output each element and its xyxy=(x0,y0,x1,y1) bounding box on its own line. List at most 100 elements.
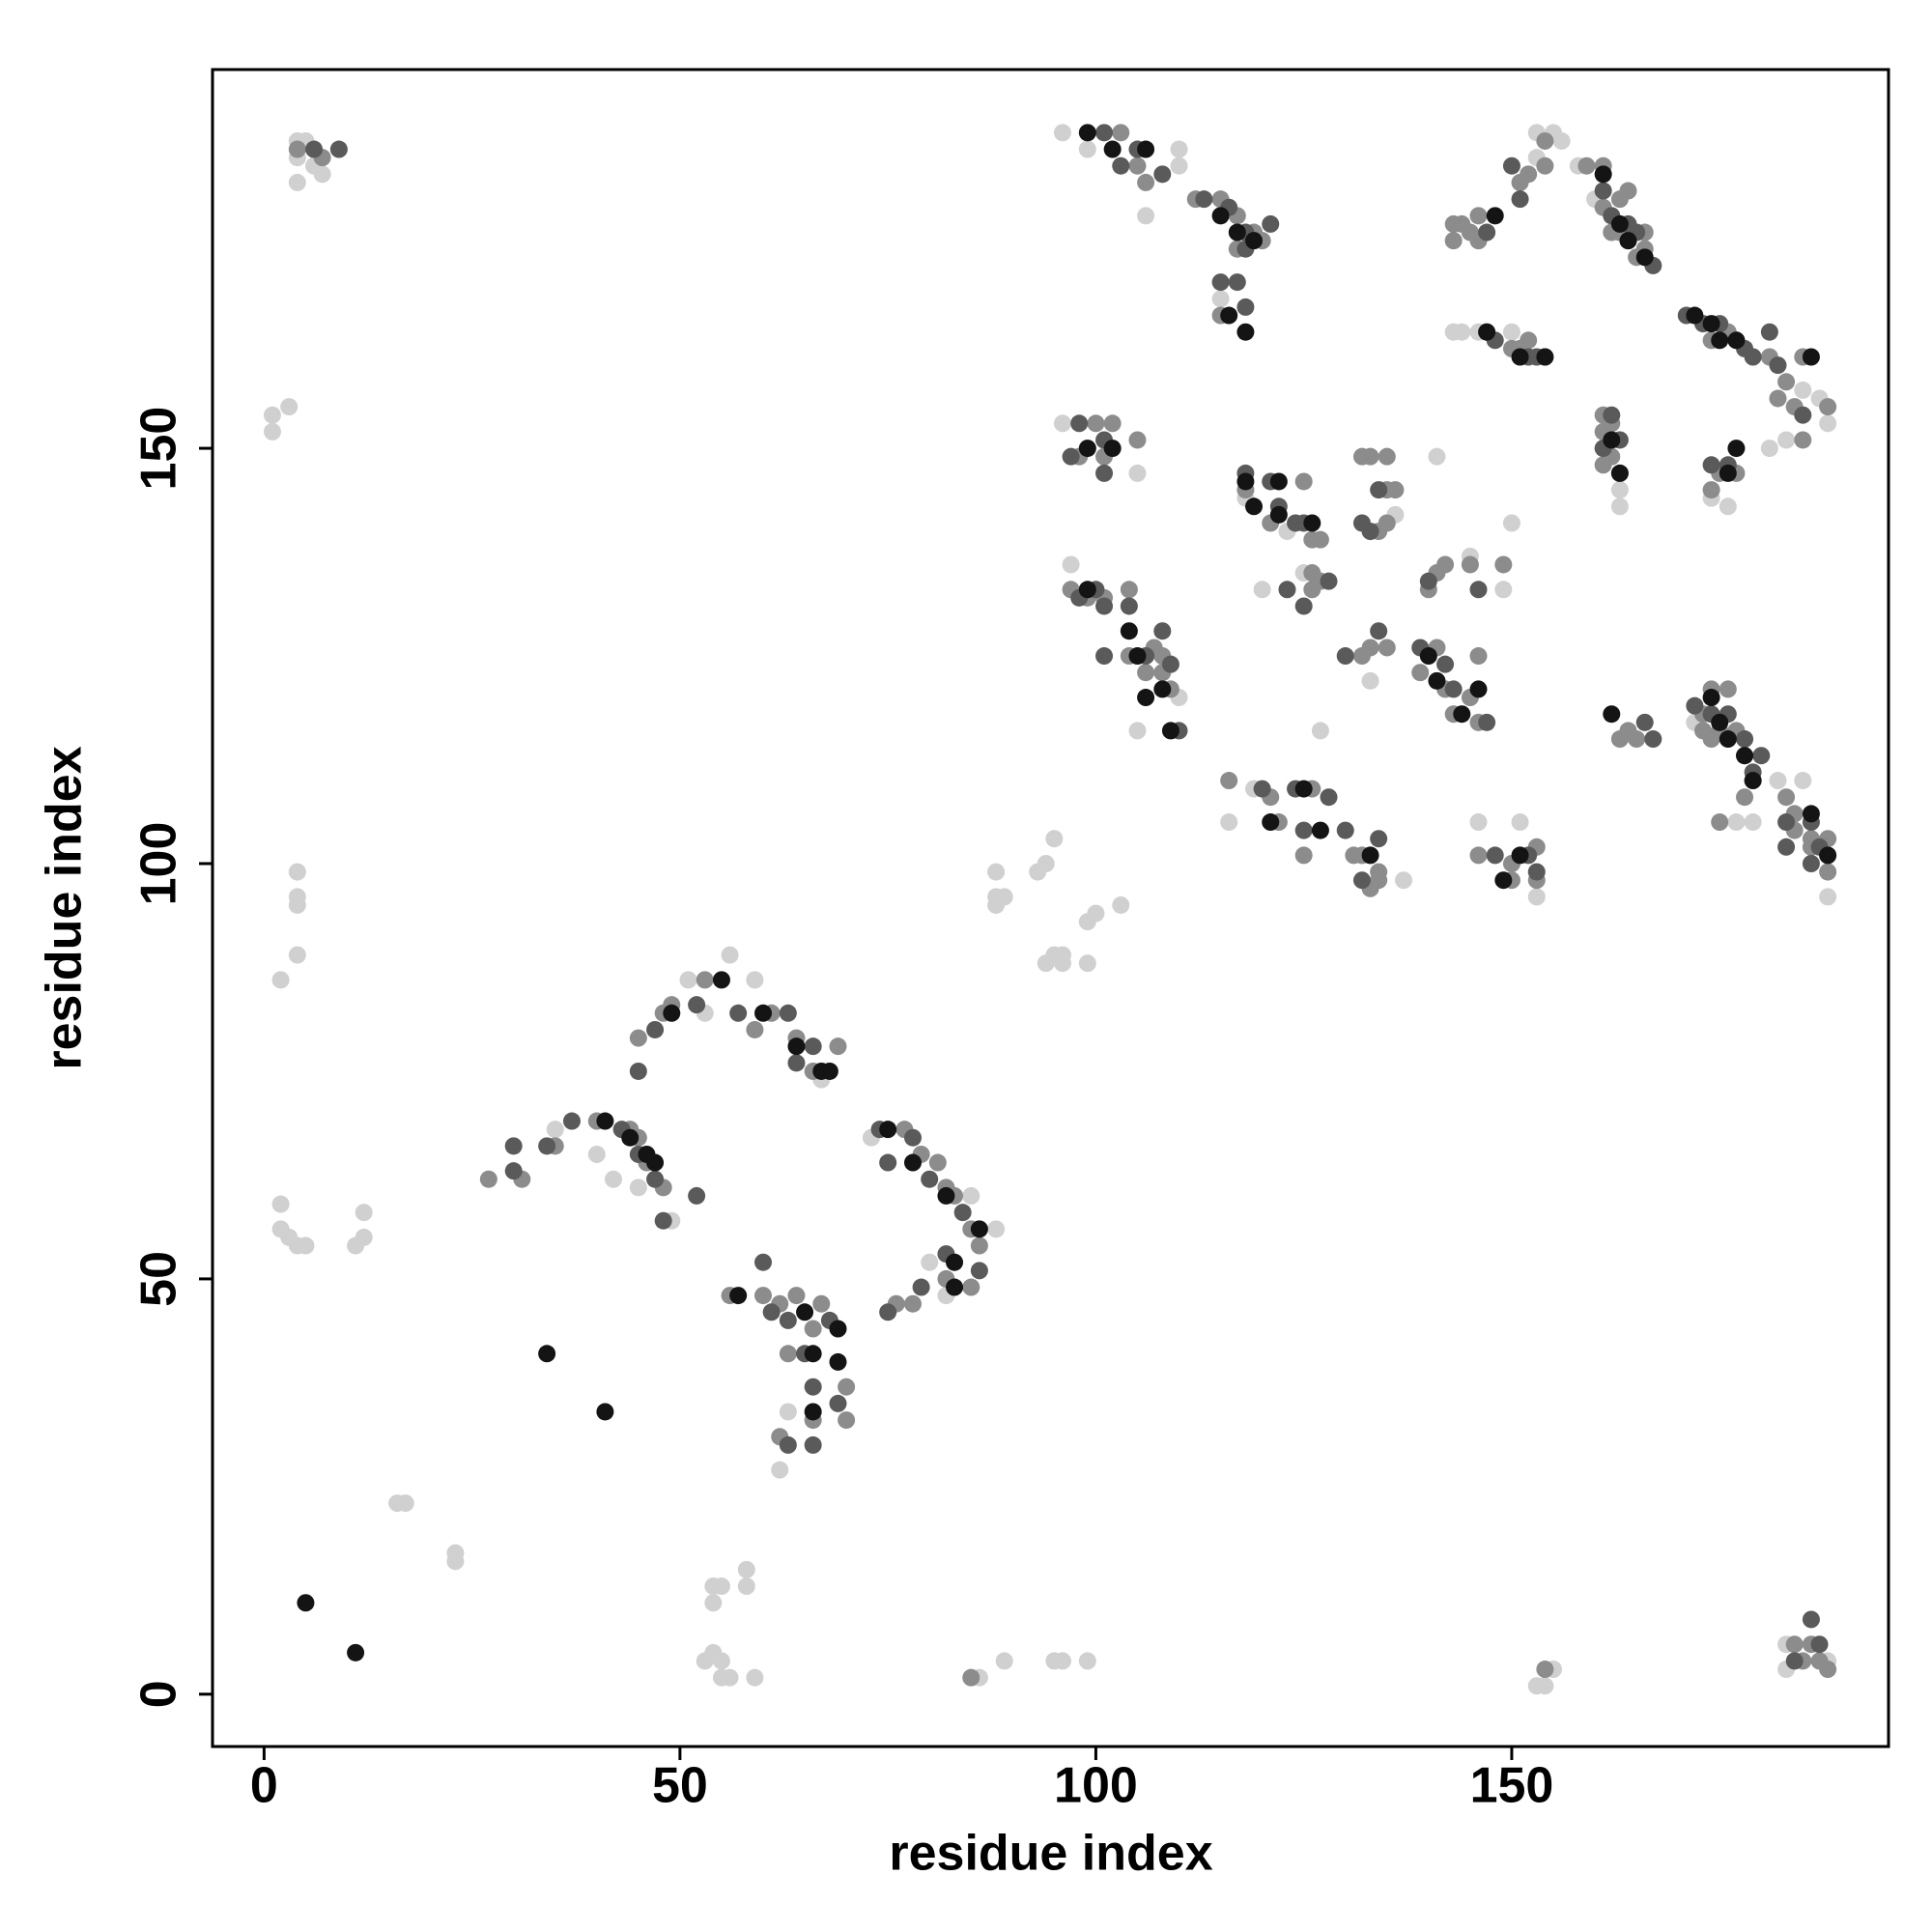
point xyxy=(1112,895,1130,914)
point xyxy=(504,1137,523,1155)
point xyxy=(737,1560,755,1578)
point xyxy=(729,1004,748,1022)
point xyxy=(696,971,714,989)
point xyxy=(1078,1652,1096,1670)
point xyxy=(737,1577,755,1596)
x-tick-label: 0 xyxy=(250,1758,278,1814)
point xyxy=(1794,406,1812,424)
point xyxy=(1719,730,1737,749)
point xyxy=(779,1311,797,1329)
point xyxy=(1635,248,1654,267)
point xyxy=(1486,846,1504,865)
point xyxy=(1378,447,1396,466)
point xyxy=(1262,214,1280,233)
point xyxy=(1236,472,1255,491)
point xyxy=(1336,647,1354,666)
point xyxy=(1211,207,1230,225)
point xyxy=(629,1179,647,1197)
point xyxy=(1760,323,1778,341)
point xyxy=(596,1112,614,1130)
point xyxy=(1461,555,1479,574)
point xyxy=(1511,846,1529,865)
point xyxy=(903,1128,922,1147)
point xyxy=(1686,306,1704,325)
y-tick-label: 150 xyxy=(131,407,187,491)
point xyxy=(1727,440,1746,458)
point xyxy=(1236,298,1255,316)
point xyxy=(1777,431,1796,449)
point xyxy=(1120,581,1138,599)
point xyxy=(1469,207,1488,225)
point xyxy=(1352,871,1371,890)
point xyxy=(1727,813,1746,832)
point xyxy=(1294,597,1313,615)
point xyxy=(1486,207,1504,225)
point xyxy=(995,1652,1013,1670)
point xyxy=(646,1020,665,1038)
point xyxy=(271,971,290,989)
y-tick-label: 100 xyxy=(131,822,187,906)
point xyxy=(987,1220,1006,1238)
point xyxy=(1494,871,1513,890)
point xyxy=(1095,597,1114,615)
point xyxy=(1269,505,1288,524)
point xyxy=(1494,581,1513,599)
point xyxy=(1802,805,1820,823)
point xyxy=(1478,223,1496,242)
point xyxy=(1320,572,1338,590)
point xyxy=(1794,772,1812,790)
point xyxy=(820,1062,838,1080)
point xyxy=(1469,680,1488,698)
point xyxy=(271,1195,290,1213)
point xyxy=(1311,722,1329,740)
point xyxy=(1536,156,1554,175)
point xyxy=(1702,456,1720,474)
point xyxy=(1294,846,1313,865)
point xyxy=(1752,747,1771,765)
point xyxy=(1128,464,1147,482)
point xyxy=(1078,581,1096,599)
point xyxy=(1386,481,1405,499)
point xyxy=(1744,772,1762,790)
point xyxy=(1053,414,1071,433)
point xyxy=(1502,156,1520,175)
point xyxy=(1211,273,1230,292)
plot-frame xyxy=(211,68,1890,1748)
point xyxy=(1819,888,1837,906)
point xyxy=(1511,190,1529,209)
point xyxy=(1603,431,1621,449)
point xyxy=(1444,232,1463,250)
point xyxy=(1112,156,1130,175)
point xyxy=(297,1236,315,1255)
point xyxy=(1610,497,1629,516)
point xyxy=(1777,373,1796,391)
point xyxy=(829,1320,847,1338)
point xyxy=(1053,1652,1071,1670)
point xyxy=(1037,854,1055,872)
point xyxy=(1062,555,1080,574)
point xyxy=(347,1643,365,1662)
point xyxy=(1711,813,1729,832)
point xyxy=(1794,431,1812,449)
point xyxy=(1444,680,1463,698)
x-axis-title: residue index xyxy=(889,1826,1212,1882)
point xyxy=(288,863,306,881)
point xyxy=(1478,713,1496,731)
point xyxy=(1303,581,1321,599)
point xyxy=(1370,871,1388,890)
point xyxy=(1719,464,1737,482)
point xyxy=(1070,414,1089,433)
point xyxy=(754,1253,773,1271)
point xyxy=(1087,904,1105,923)
point xyxy=(928,1153,947,1172)
point xyxy=(1370,622,1388,640)
point xyxy=(804,1378,822,1396)
point xyxy=(329,140,348,158)
point xyxy=(1819,414,1837,433)
point xyxy=(1760,440,1778,458)
point xyxy=(446,1552,465,1571)
point xyxy=(1128,431,1147,449)
point xyxy=(746,1020,764,1038)
point xyxy=(995,888,1013,906)
point xyxy=(1711,713,1729,731)
